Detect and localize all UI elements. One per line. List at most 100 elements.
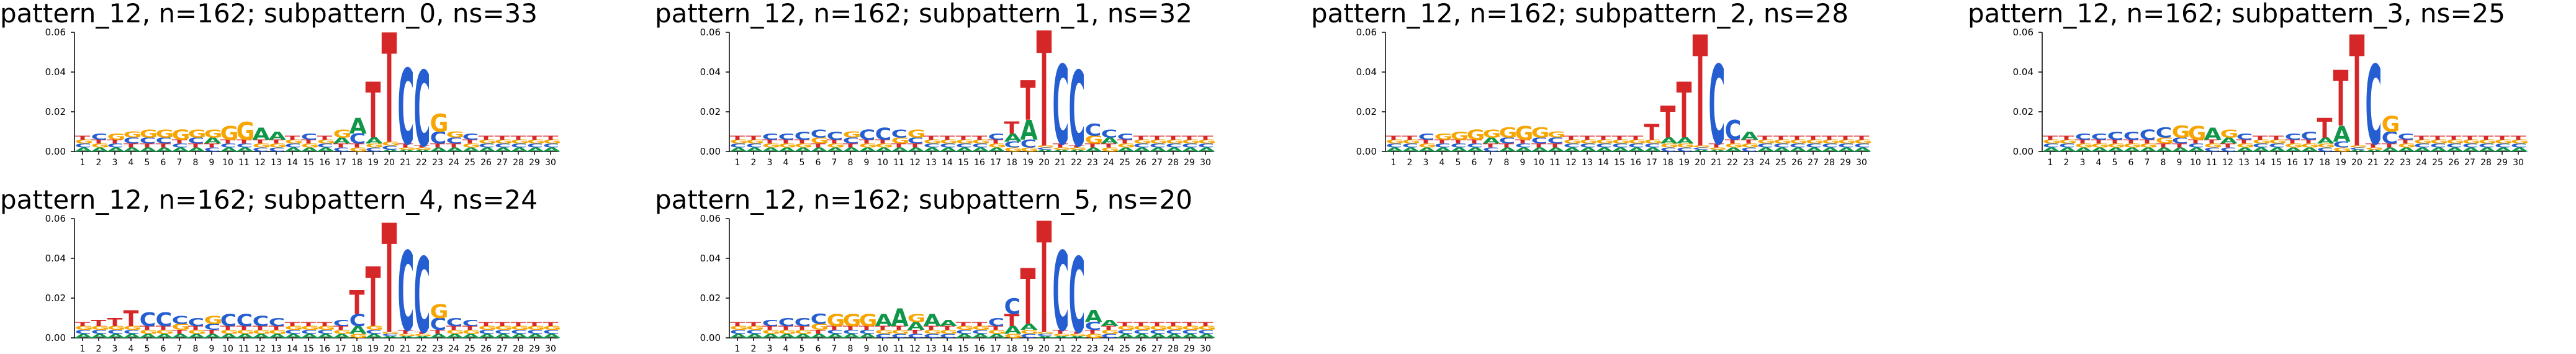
x-tick-label: 25	[1119, 158, 1130, 168]
logo-letter-G: G	[1757, 138, 1776, 145]
logo-letter-G: G	[317, 325, 336, 331]
logo-letter-A: A	[746, 333, 764, 339]
x-tick-label: 1	[735, 344, 741, 354]
x-tick-label: 16	[1630, 158, 1641, 168]
x-tick-label: 14	[2254, 158, 2266, 168]
x-tick-label: 22	[1071, 158, 1082, 168]
logo-letter-C: C	[140, 137, 156, 146]
logo-letter-T: T	[2479, 135, 2494, 141]
logo-letter-G: G	[2366, 147, 2384, 150]
logo-letter-A: A	[366, 333, 384, 339]
logo-letter-A: A	[1198, 147, 1216, 153]
logo-letter-C: C	[795, 130, 811, 142]
logo-letter-C: C	[1085, 121, 1102, 140]
logo-letter-G: G	[2495, 138, 2513, 145]
x-tick-label: 16	[974, 344, 985, 354]
logo-letter-A: A	[859, 333, 877, 339]
logo-letter-C: C	[2430, 143, 2447, 149]
logo-letter-C: C	[2107, 130, 2124, 142]
y-tick-label: 0.06	[700, 213, 721, 224]
logo-letter-T: T	[778, 325, 794, 331]
logo-letter-T: T	[75, 321, 91, 327]
x-tick-label: 2	[751, 344, 757, 354]
logo-letter-T: T	[156, 325, 171, 331]
logo-letter-C: C	[891, 128, 908, 140]
logo-letter-C: C	[349, 312, 366, 330]
logo-letter-T: T	[762, 138, 778, 145]
logo-letter-A: A	[1822, 147, 1840, 153]
logo-letter-C: C	[940, 333, 957, 339]
y-tick-label: 0.00	[700, 332, 721, 343]
logo-letter-G: G	[1020, 329, 1039, 335]
x-tick-label: 5	[145, 344, 150, 354]
logo-letter-C: C	[1467, 143, 1484, 149]
logo-letter-A: A	[1101, 319, 1119, 328]
logo-letter-C: C	[891, 333, 908, 339]
logo-panel: pattern_12, n=162; subpattern_4, ns=240.…	[0, 184, 561, 354]
logo-letter-G: G	[349, 333, 368, 339]
logo-letter-T: T	[2059, 135, 2074, 141]
x-tick-label: 9	[1520, 158, 1526, 168]
logo-letter-C: C	[2253, 143, 2269, 149]
logo-letter-G: G	[124, 325, 142, 331]
logo-letter-G: G	[382, 332, 400, 335]
logo-letter-A: A	[2511, 147, 2529, 153]
logo-letter-G: G	[220, 329, 239, 335]
logo-letter-A: A	[1515, 147, 1533, 153]
logo-letter-T: T	[188, 143, 204, 149]
logo-panel: pattern_12, n=162; subpattern_3, ns=250.…	[1968, 0, 2529, 182]
logo-letter-A: A	[811, 147, 829, 153]
y-tick-label: 0.06	[2013, 27, 2033, 38]
x-tick-label: 8	[2161, 158, 2166, 168]
x-tick-label: 11	[1549, 158, 1560, 168]
logo-letter-A: A	[1117, 333, 1135, 339]
logo-letter-A: A	[495, 333, 513, 339]
logo-letter-G: G	[495, 138, 513, 145]
logo-letter-C: C	[1117, 132, 1134, 142]
logo-letter-A: A	[1451, 147, 1469, 153]
logo-letter-C: C	[859, 329, 876, 335]
logo-letter-T: T	[2043, 135, 2058, 141]
logo-letter-T: T	[1386, 135, 1402, 141]
logo-letter-G: G	[2059, 138, 2078, 145]
logo-letter-G: G	[253, 329, 271, 335]
logo-letter-C: C	[75, 329, 92, 335]
logo-letter-C: C	[285, 329, 302, 335]
x-tick-label: 13	[1582, 158, 1593, 168]
x-tick-label: 9	[864, 344, 870, 354]
x-tick-label: 29	[529, 344, 540, 354]
logo-letter-A: A	[382, 149, 399, 152]
logo-letter-A: A	[1198, 333, 1216, 339]
y-tick-label: 0.06	[700, 27, 721, 38]
logo-letter-T: T	[527, 135, 543, 141]
x-tick-label: 20	[2351, 158, 2362, 168]
logo-letter-C: C	[1020, 138, 1037, 150]
y-tick-label: 0.02	[1356, 106, 1377, 117]
x-tick-label: 27	[2464, 158, 2475, 168]
logo-letter-G: G	[140, 128, 158, 140]
logo-letter-T: T	[495, 135, 510, 141]
panel-title: pattern_12, n=162; subpattern_2, ns=28	[1311, 0, 1849, 29]
x-tick-label: 8	[193, 344, 199, 354]
logo-letter-C: C	[778, 316, 795, 329]
logo-letter-G: G	[891, 137, 910, 146]
logo-letter-A: A	[2269, 147, 2287, 153]
logo-letter-C: C	[2479, 143, 2495, 149]
logo-letter-T: T	[1677, 68, 1692, 156]
logo-letter-A: A	[762, 147, 780, 153]
logo-letter-G: G	[1020, 147, 1039, 153]
x-tick-label: 22	[416, 344, 427, 354]
logo-letter-G: G	[317, 138, 336, 145]
logo-letter-A: A	[778, 333, 796, 339]
logo-letter-A: A	[220, 147, 238, 153]
logo-letter-A: A	[907, 320, 925, 332]
x-tick-label: 28	[513, 344, 524, 354]
logo-letter-A: A	[1483, 137, 1500, 146]
logo-letter-G: G	[382, 140, 400, 147]
logo-letter-G: G	[1596, 138, 1615, 145]
logo-letter-C: C	[172, 143, 189, 149]
x-tick-label: 9	[209, 158, 215, 168]
logo-letter-A: A	[940, 147, 958, 153]
logo-letter-C: C	[2188, 143, 2205, 149]
logo-letter-C: C	[495, 329, 511, 335]
